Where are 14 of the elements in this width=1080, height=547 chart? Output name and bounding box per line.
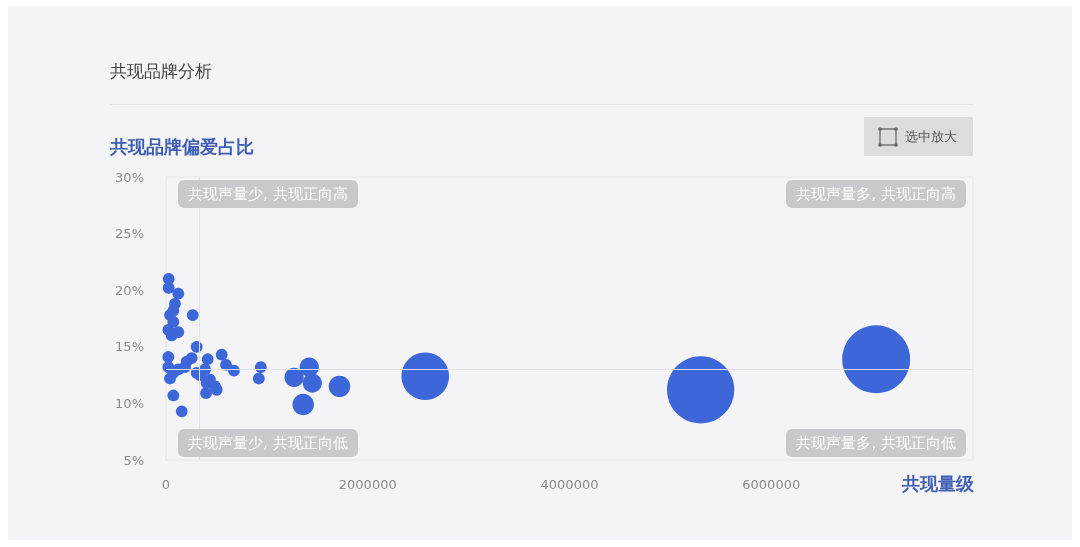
- y-tick-label: 25%: [115, 226, 144, 242]
- y-axis-title: 共现品牌偏爱占比: [110, 135, 254, 159]
- y-tick-label: 15%: [115, 339, 144, 355]
- chart-title: 共现品牌分析: [110, 60, 212, 82]
- x-tick-label: 0: [161, 477, 171, 492]
- x-axis-title: 共现量级: [902, 472, 974, 496]
- zoom-button: 选中放大: [864, 117, 973, 156]
- y-tick-label: 5%: [123, 452, 144, 468]
- x-tick-label: 2000000: [338, 477, 397, 492]
- x-tick-label: 6000000: [742, 477, 801, 492]
- y-tick-label: 30%: [115, 169, 144, 185]
- y-tick-label: 10%: [115, 395, 144, 411]
- y-tick-label: 20%: [115, 282, 144, 298]
- x-tick-label: 4000000: [540, 477, 599, 492]
